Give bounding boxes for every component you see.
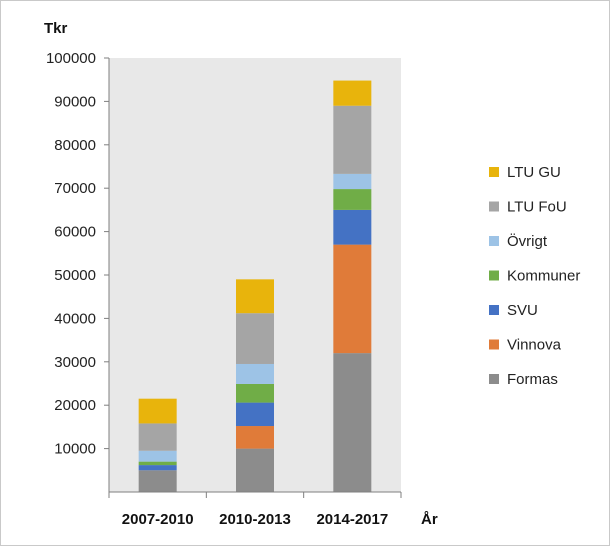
legend-label: Kommuner	[507, 268, 580, 285]
bar-segment-vinnova-2010-2013	[236, 426, 274, 449]
bar-segment-ltu-gu-2014-2017	[333, 80, 372, 106]
x-tick-label: 2007-2010	[122, 511, 194, 528]
y-tick-label: 60000	[54, 224, 96, 241]
legend-label: Vinnova	[507, 337, 562, 354]
legend: LTU GU LTU FoU Övrigt Kommuner SVU Vinnova For…	[489, 164, 580, 388]
x-axis-title: År	[421, 511, 438, 528]
bar-segment-svu-2010-2013	[236, 402, 274, 427]
bar-segment-svu-2007-2010	[138, 465, 177, 471]
bar-segment-övrigt-2014-2017	[333, 173, 372, 190]
axes-group: 2007-2010 2010-2013 2014-2017 10000 20000 300…	[46, 50, 402, 528]
legend-label: LTU FoU	[507, 199, 567, 216]
bar-segment-kommuner-2014-2017	[333, 189, 372, 210]
y-tick-label: 10000	[54, 441, 96, 458]
legend-swatch-formas	[489, 374, 499, 384]
y-tick-label: 20000	[54, 397, 96, 414]
bar-segment-ltu-fou-2014-2017	[333, 105, 372, 174]
bar-segment-ltu-gu-2010-2013	[236, 279, 274, 314]
y-tick-label: 30000	[54, 354, 96, 371]
legend-swatch-svu	[489, 305, 499, 315]
y-tick-label: 70000	[54, 180, 96, 197]
x-tick-label: 2010-2013	[219, 511, 291, 528]
y-tick-label: 50000	[54, 267, 96, 284]
y-axis-title: Tkr	[44, 20, 68, 37]
legend-label: Övrigt	[507, 232, 548, 250]
y-tick-label: 100000	[46, 50, 96, 67]
bars-group	[138, 80, 372, 492]
legend-swatch-ltu-gu	[489, 167, 499, 177]
bar-segment-kommuner-2010-2013	[236, 383, 274, 403]
bar-segment-kommuner-2007-2010	[138, 461, 177, 466]
legend-swatch-vinnova	[489, 339, 499, 350]
legend-label: Formas	[507, 371, 558, 388]
x-tick-label: 2014-2017	[316, 511, 388, 528]
legend-swatch-övrigt	[489, 236, 499, 246]
bar-segment-ltu-gu-2007-2010	[138, 398, 177, 424]
legend-swatch-kommuner	[489, 270, 499, 281]
bar-segment-svu-2014-2017	[333, 209, 372, 245]
y-tick-label: 40000	[54, 310, 96, 327]
legend-swatch-ltu-fou	[489, 201, 499, 212]
bar-segment-formas-2014-2017	[333, 353, 372, 492]
y-tick-label: 90000	[54, 93, 96, 110]
bar-segment-formas-2007-2010	[138, 470, 177, 492]
bar-segment-ltu-fou-2010-2013	[236, 313, 274, 364]
bar-segment-ltu-fou-2007-2010	[138, 423, 177, 451]
bar-segment-vinnova-2014-2017	[333, 244, 372, 354]
y-tick-label: 80000	[54, 137, 96, 154]
bar-segment-övrigt-2010-2013	[236, 363, 274, 384]
bar-segment-formas-2010-2013	[236, 448, 274, 492]
bar-segment-övrigt-2007-2010	[138, 450, 177, 462]
legend-label: LTU GU	[507, 164, 561, 181]
legend-label: SVU	[507, 302, 538, 319]
